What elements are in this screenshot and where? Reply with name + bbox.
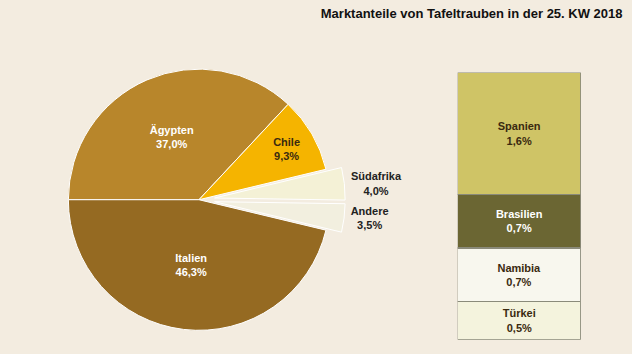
svg-text:Italien46,3%: Italien46,3%: [175, 252, 207, 278]
svg-text:Spanien1,6%: Spanien1,6%: [498, 120, 541, 146]
svg-text:Türkei0,5%: Türkei0,5%: [503, 307, 536, 333]
svg-text:Namibia0,7%: Namibia0,7%: [497, 262, 541, 288]
svg-text:Ägypten37,0%: Ägypten37,0%: [150, 124, 194, 150]
svg-text:Brasilien0,7%: Brasilien0,7%: [496, 208, 543, 234]
svg-text:Andere3,5%: Andere3,5%: [351, 205, 389, 231]
svg-text:Chile9,3%: Chile9,3%: [273, 136, 300, 162]
svg-text:Marktanteile von Tafeltrauben: Marktanteile von Tafeltrauben in der 25.…: [321, 6, 623, 21]
svg-text:Südafrika4,0%: Südafrika4,0%: [351, 170, 402, 196]
